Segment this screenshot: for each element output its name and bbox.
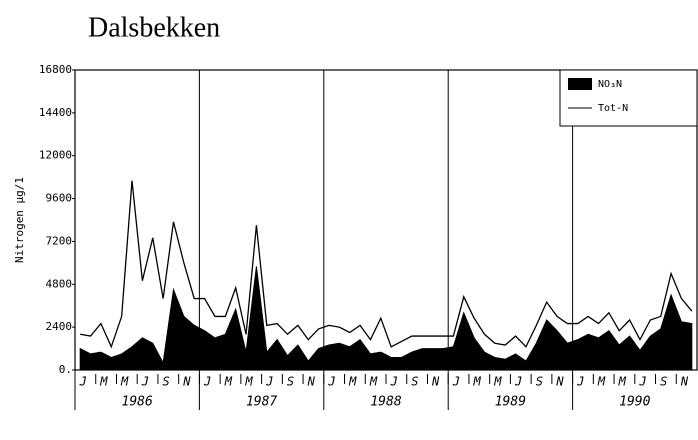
year-label: 1986 <box>122 395 153 410</box>
x-tick-label: J <box>265 375 273 389</box>
y-tick-label: 14400 <box>39 106 72 119</box>
x-tick-label: N <box>555 375 564 389</box>
x-tick-label: J <box>638 375 646 389</box>
x-tick-label: M <box>120 375 129 389</box>
chart-title: Dalsbekken <box>88 12 220 43</box>
x-tick-label: J <box>327 375 335 389</box>
year-label: 1987 <box>246 395 277 410</box>
x-tick-label: M <box>244 375 253 389</box>
x-tick-label: J <box>141 375 149 389</box>
x-tick-label: J <box>390 375 398 389</box>
x-tick-label: J <box>79 375 87 389</box>
x-tick-label: J <box>576 375 584 389</box>
x-tick-label: M <box>348 375 357 389</box>
x-tick-label: S <box>411 375 418 389</box>
year-label: 1990 <box>619 395 650 410</box>
legend-label: NO₃N <box>598 79 622 90</box>
x-tick-label: S <box>660 375 667 389</box>
x-tick-label: S <box>287 375 294 389</box>
legend-label: Tot-N <box>598 103 628 114</box>
x-tick-label: M <box>493 375 502 389</box>
y-tick-label: 16800 <box>39 63 72 76</box>
x-tick-label: J <box>452 375 460 389</box>
legend-swatch <box>568 78 592 90</box>
plot-frame <box>74 69 698 371</box>
x-tick-label: N <box>680 375 689 389</box>
y-axis-label: Nitrogen µg/1 <box>13 177 26 263</box>
y-tick-label: 4800 <box>46 277 73 290</box>
x-tick-label: N <box>307 375 316 389</box>
x-tick-label: S <box>536 375 543 389</box>
line <box>80 180 693 349</box>
x-tick-label: N <box>182 375 191 389</box>
y-tick-label: 9600 <box>46 192 73 205</box>
x-tick-label: M <box>369 375 378 389</box>
x-tick-label: M <box>224 375 233 389</box>
y-tick-label: 7200 <box>46 234 73 247</box>
x-tick-label: M <box>99 375 108 389</box>
x-tick-label: S <box>162 375 169 389</box>
year-label: 1988 <box>370 395 401 410</box>
area <box>79 266 693 371</box>
y-tick-label: 12000 <box>39 149 72 162</box>
x-tick-label: M <box>597 375 606 389</box>
y-tick-label: 2400 <box>46 320 73 333</box>
x-tick-label: N <box>431 375 440 389</box>
y-tick-label: 0. <box>59 363 72 376</box>
year-label: 1989 <box>495 395 526 410</box>
x-tick-label: M <box>472 375 481 389</box>
x-tick-label: M <box>618 375 627 389</box>
x-tick-label: J <box>514 375 522 389</box>
x-tick-label: J <box>203 375 211 389</box>
